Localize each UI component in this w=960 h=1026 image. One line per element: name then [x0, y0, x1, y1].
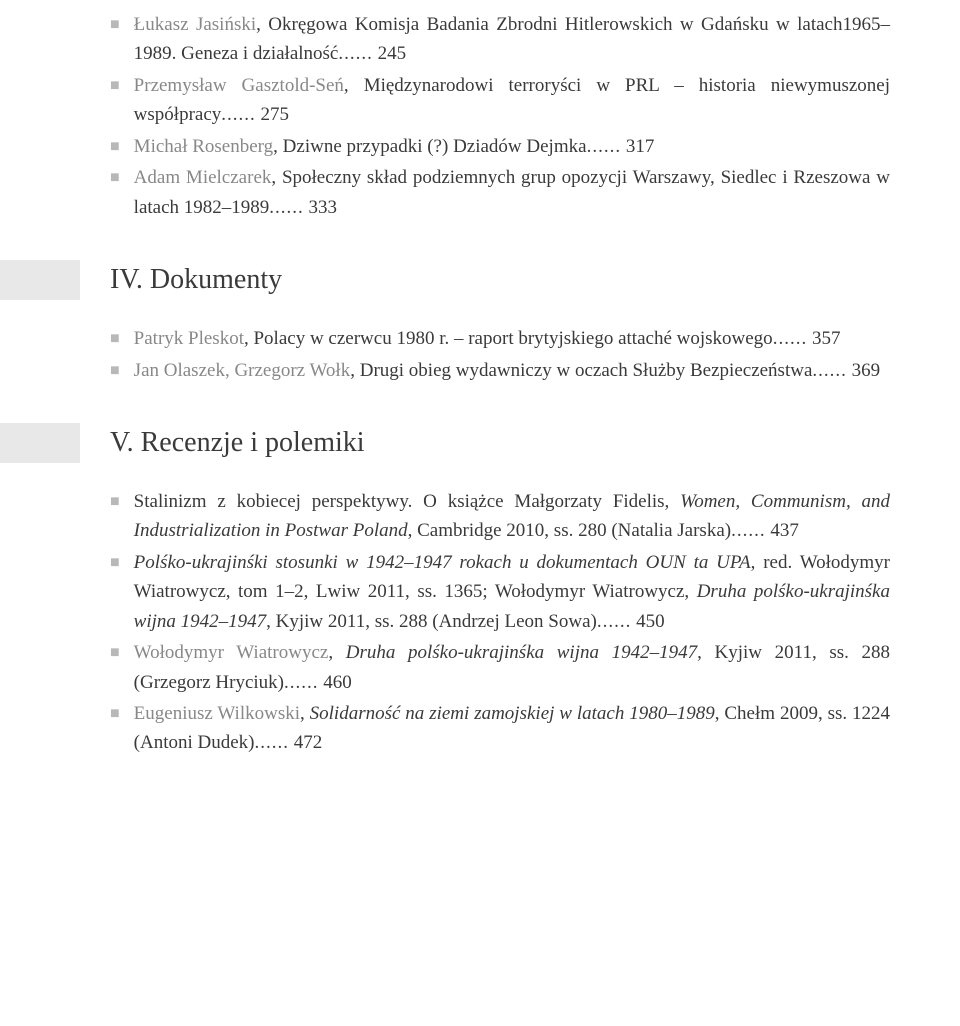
toc-entry-row: ■ Jan Olaszek, Grzegorz Wołk, Drugi obieg… — [110, 356, 890, 385]
entries-top: ■ Łukasz Jasiński, Okręgowa Komisja Badan… — [110, 10, 890, 222]
entry-title-italic: Polśko-ukrajinśki stosunki w 1942–1947 r… — [134, 552, 751, 573]
leader-dots: ...... — [269, 197, 304, 218]
entry-title-italic: Solidarność na ziemi zamojskiej w latach… — [310, 703, 715, 724]
leader-dots: ...... — [773, 328, 808, 349]
entry-text-span: Stalinizm z kobiecej perspektywy. O ksią… — [134, 491, 680, 512]
section-title: IV. Dokumenty — [110, 264, 282, 296]
toc-entry: ■ Przemysław Gasztold-Seń, Międzynarodowi… — [110, 71, 890, 130]
entry-text: Łukasz Jasiński, Okręgowa Komisja Badani… — [134, 10, 890, 69]
entry-text: Polśko-ukrajinśki stosunki w 1942–1947 r… — [134, 548, 890, 636]
entry-text: Patryk Pleskot, Polacy w czerwcu 1980 r.… — [134, 324, 890, 353]
entry-text: Adam Mielczarek, Społeczny skład podziem… — [134, 163, 890, 222]
section-recenzje: V. Recenzje i polemiki — [110, 423, 890, 463]
toc-entry: ■ Stalinizm z kobiecej perspektywy. O ksi… — [110, 487, 890, 546]
toc-entry: ■ Eugeniusz Wilkowski, Solidarność na zie… — [110, 699, 890, 758]
entry-page: 450 — [631, 611, 664, 632]
entry-title: , Drugi obieg wydawniczy w oczach Służby… — [350, 360, 812, 381]
entries-dokumenty: ■ Patryk Pleskot, Polacy w czerwcu 1980 r… — [110, 324, 890, 385]
entry-author: Michał Rosenberg — [134, 136, 274, 157]
toc-entry-row: ■ Eugeniusz Wilkowski, Solidarność na zie… — [110, 699, 890, 758]
bullet-icon: ■ — [110, 13, 120, 38]
toc-entry: ■ Adam Mielczarek, Społeczny skład podzie… — [110, 163, 890, 222]
leader-dots: ...... — [597, 611, 632, 632]
toc-entry-row: ■ Patryk Pleskot, Polacy w czerwcu 1980 r… — [110, 324, 890, 353]
toc-entry-row: ■ Michał Rosenberg, Dziwne przypadki (?) … — [110, 132, 890, 161]
entry-page: 275 — [256, 104, 289, 125]
toc-entry: ■ Jan Olaszek, Grzegorz Wołk, Drugi obieg… — [110, 356, 890, 385]
entry-text: Przemysław Gasztold-Seń, Międzynarodowi … — [134, 71, 890, 130]
section-title: V. Recenzje i polemiki — [110, 427, 365, 459]
entry-title-italic: Druha polśko-ukrajinśka wijna 1942–1947 — [346, 642, 697, 663]
section-dokumenty: IV. Dokumenty — [110, 260, 890, 300]
bullet-icon: ■ — [110, 490, 120, 515]
leader-dots: ...... — [812, 360, 847, 381]
entry-page: 460 — [319, 672, 352, 693]
entry-author: Adam Mielczarek — [134, 167, 272, 188]
bullet-icon: ■ — [110, 359, 120, 384]
entry-page: 437 — [766, 520, 799, 541]
entry-author: Patryk Pleskot — [134, 328, 244, 349]
toc-entry-row: ■ Polśko-ukrajinśki stosunki w 1942–1947 … — [110, 548, 890, 636]
toc-entry: ■ Polśko-ukrajinśki stosunki w 1942–1947 … — [110, 548, 890, 636]
toc-entry: ■ Michał Rosenberg, Dziwne przypadki (?) … — [110, 132, 890, 161]
leader-dots: ...... — [338, 43, 373, 64]
leader-dots: ...... — [255, 732, 290, 753]
leader-dots: ...... — [221, 104, 256, 125]
bullet-icon: ■ — [110, 551, 120, 576]
entry-text-span: , Kyjiw 2011, ss. 288 (Andrzej Leon Sowa… — [266, 611, 597, 632]
entry-text-span: , Cambridge 2010, ss. 280 (Natalia Jarsk… — [408, 520, 731, 541]
entry-text: Jan Olaszek, Grzegorz Wołk, Drugi obieg … — [134, 356, 890, 385]
entry-text-span: , — [328, 642, 345, 663]
entry-author: Przemysław Gasztold-Seń — [134, 75, 344, 96]
toc-entry: ■ Wołodymyr Wiatrowycz, Druha polśko-ukra… — [110, 638, 890, 697]
leader-dots: ...... — [284, 672, 319, 693]
toc-entry-row: ■ Przemysław Gasztold-Seń, Międzynarodowi… — [110, 71, 890, 130]
leader-dots: ...... — [587, 136, 622, 157]
entry-page: 317 — [621, 136, 654, 157]
entry-author: Eugeniusz Wilkowski — [134, 703, 300, 724]
entry-text: Wołodymyr Wiatrowycz, Druha polśko-ukraj… — [134, 638, 890, 697]
page-content: ■ Łukasz Jasiński, Okręgowa Komisja Badan… — [0, 0, 960, 790]
entry-author: Jan Olaszek, Grzegorz Wołk — [134, 360, 351, 381]
entry-text: Stalinizm z kobiecej perspektywy. O ksią… — [134, 487, 890, 546]
entry-author: Wołodymyr Wiatrowycz — [134, 642, 329, 663]
bullet-icon: ■ — [110, 166, 120, 191]
toc-entry-row: ■ Stalinizm z kobiecej perspektywy. O ksi… — [110, 487, 890, 546]
bullet-icon: ■ — [110, 327, 120, 352]
bullet-icon: ■ — [110, 641, 120, 666]
toc-entry-row: ■ Wołodymyr Wiatrowycz, Druha polśko-ukra… — [110, 638, 890, 697]
entries-recenzje: ■ Stalinizm z kobiecej perspektywy. O ksi… — [110, 487, 890, 758]
entry-text: Eugeniusz Wilkowski, Solidarność na ziem… — [134, 699, 890, 758]
bullet-icon: ■ — [110, 135, 120, 160]
entry-page: 369 — [847, 360, 880, 381]
entry-title: , Dziwne przypadki (?) Dziadów Dejmka — [273, 136, 586, 157]
entry-text-span: , — [300, 703, 310, 724]
section-bar — [0, 260, 80, 300]
entry-page: 333 — [304, 197, 337, 218]
bullet-icon: ■ — [110, 74, 120, 99]
entry-page: 357 — [807, 328, 840, 349]
entry-text: Michał Rosenberg, Dziwne przypadki (?) D… — [134, 132, 890, 161]
bullet-icon: ■ — [110, 702, 120, 727]
entry-page: 472 — [289, 732, 322, 753]
toc-entry-row: ■ Adam Mielczarek, Społeczny skład podzie… — [110, 163, 890, 222]
leader-dots: ...... — [731, 520, 766, 541]
toc-entry: ■ Łukasz Jasiński, Okręgowa Komisja Badan… — [110, 10, 890, 69]
entry-page: 245 — [373, 43, 406, 64]
toc-entry: ■ Patryk Pleskot, Polacy w czerwcu 1980 r… — [110, 324, 890, 353]
entry-author: Łukasz Jasiński — [134, 14, 256, 35]
entry-title: , Polacy w czerwcu 1980 r. – raport bryt… — [244, 328, 773, 349]
section-bar — [0, 423, 80, 463]
toc-entry-row: ■ Łukasz Jasiński, Okręgowa Komisja Badan… — [110, 10, 890, 69]
